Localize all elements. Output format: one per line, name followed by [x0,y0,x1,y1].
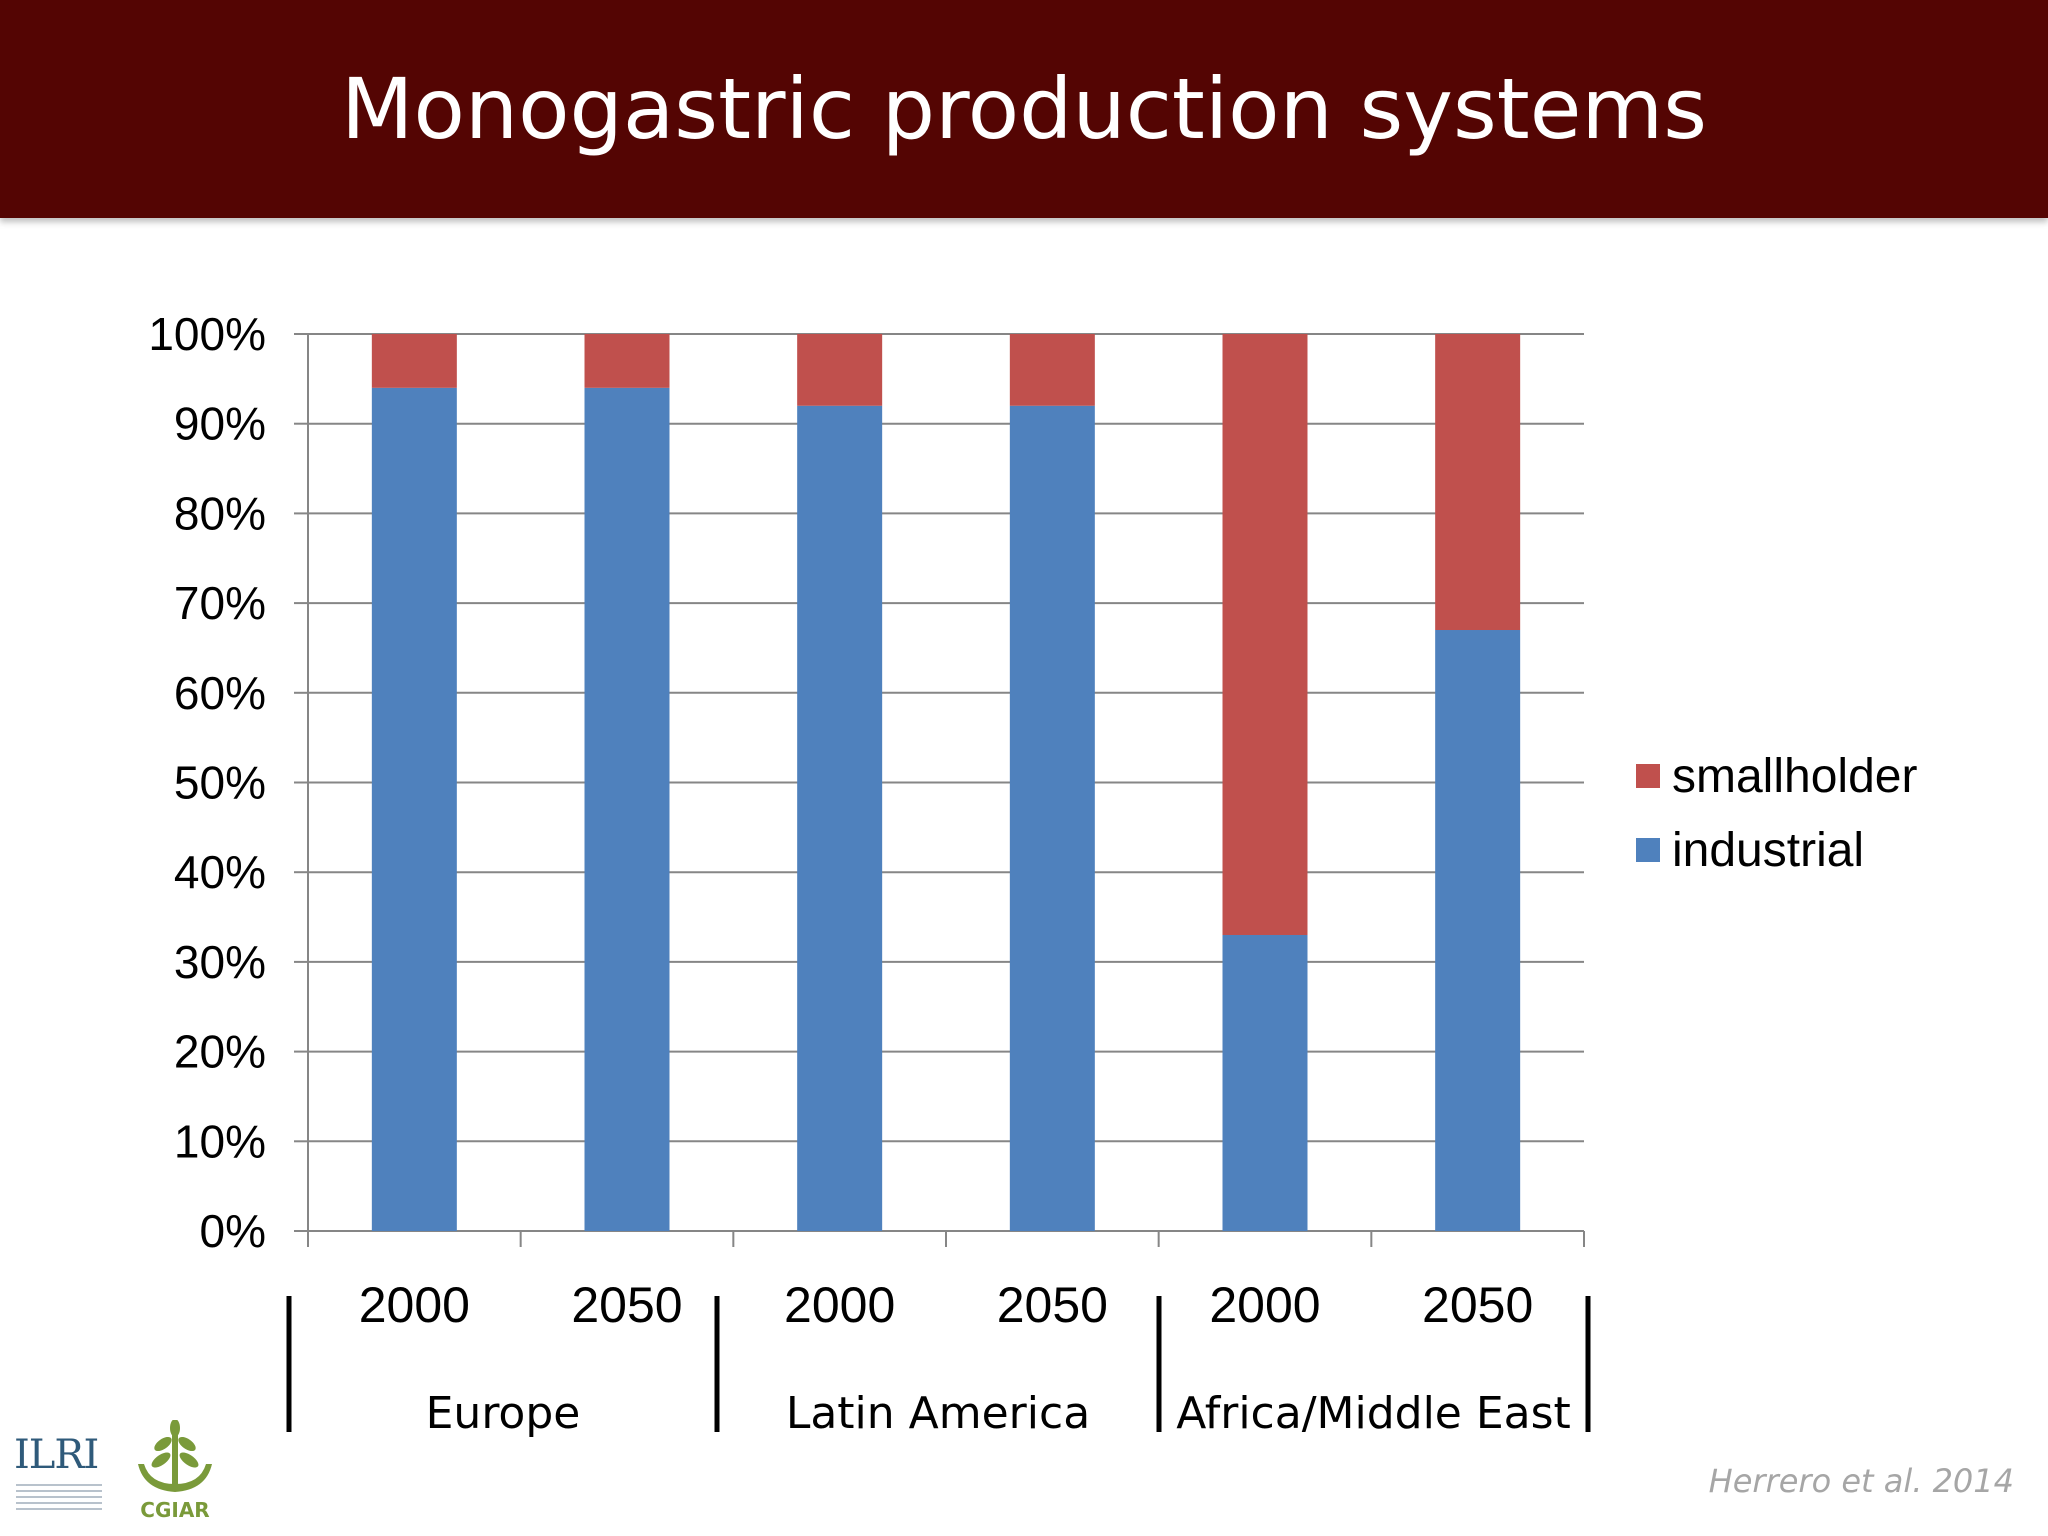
y-tick-label: 90% [174,398,266,450]
y-tick-label: 80% [174,487,266,539]
group-label: Europe [426,1388,581,1439]
legend-swatch-smallholder [1636,764,1660,788]
bar-industrial [1222,934,1308,1231]
x-tick-label: 2050 [571,1277,682,1333]
y-tick-label: 0% [200,1205,266,1257]
bar-smallholder [797,334,883,406]
bar-smallholder [1435,334,1521,631]
bar-smallholder [371,334,457,388]
legend-label-industrial: industrial [1672,824,1864,877]
cgiar-logo-text: CGIAR [140,1498,210,1522]
y-tick-label: 20% [174,1026,266,1078]
x-tick-label: 2000 [1209,1277,1320,1333]
y-tick-label: 50% [174,757,266,809]
y-tick-label: 10% [174,1115,266,1167]
bar-industrial [1009,405,1095,1231]
group-label: Latin America [786,1388,1090,1439]
cgiar-logo: CGIAR [130,1419,220,1522]
title-bar [0,0,2048,218]
ilri-logo-subtitle-lines [16,1484,102,1510]
bar-industrial [797,405,883,1231]
citation: Herrero et al. 2014 [1708,1462,2014,1500]
legend-label-smallholder: smallholder [1672,750,1917,803]
x-tick-label: 2050 [1422,1277,1533,1333]
legend-swatch-industrial [1636,838,1660,862]
x-tick-label: 2000 [784,1277,895,1333]
bar-industrial [1435,630,1521,1231]
bar-smallholder [1222,334,1308,935]
cgiar-wheat-icon [138,1419,212,1492]
y-tick-label: 30% [174,936,266,988]
bar-industrial [584,387,670,1231]
bar-industrial [371,387,457,1231]
y-tick-label: 100% [148,308,266,360]
group-label: Africa/Middle East [1176,1388,1571,1439]
ilri-logo: ILRI [14,1432,104,1522]
y-tick-label: 70% [174,577,266,629]
bar-smallholder [1009,334,1095,406]
x-tick-label: 2000 [359,1277,470,1333]
ilri-logo-text: ILRI [14,1432,99,1478]
x-tick-label: 2050 [997,1277,1108,1333]
y-tick-label: 40% [174,846,266,898]
slide-title: Monogastric production systems [341,60,1707,158]
y-tick-label: 60% [174,667,266,719]
bar-smallholder [584,334,670,388]
